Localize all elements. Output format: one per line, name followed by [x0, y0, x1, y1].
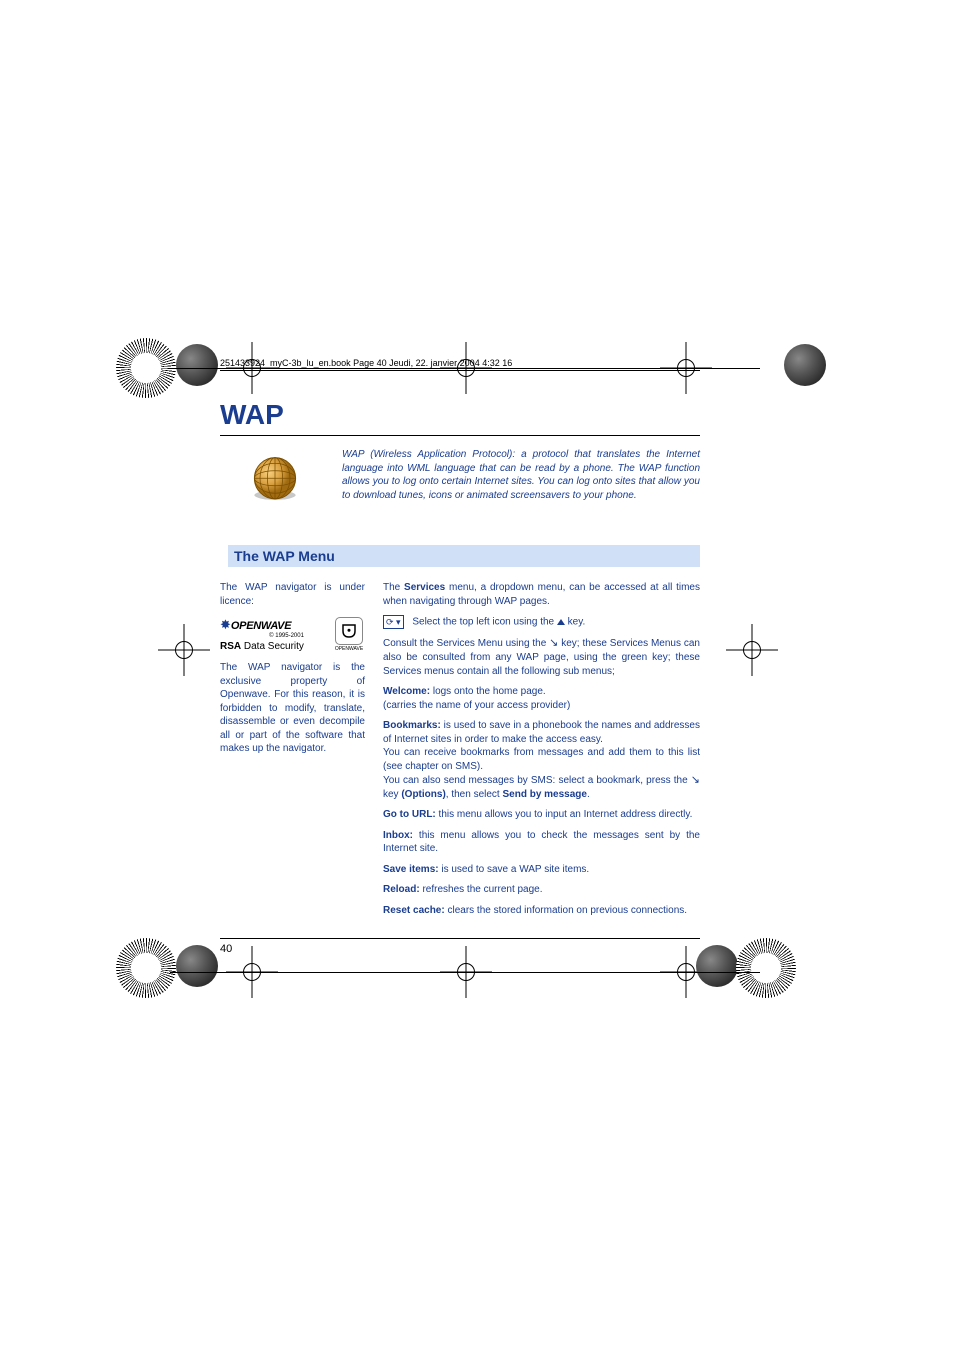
reload-item: Reload: refreshes the current page. [383, 883, 700, 897]
welcome-item: Welcome: logs onto the home page. (carri… [383, 685, 700, 712]
chapter-title: WAP [220, 399, 700, 436]
dropdown-icon: ⟳ ▾ [383, 615, 404, 629]
page-content: 251433924_myC-3b_lu_en.book Page 40 Jeud… [220, 358, 700, 955]
select-icon-instruction: ⟳ ▾ Select the top left icon using the k… [383, 615, 700, 629]
left-column: The WAP navigator is under licence: ✸OPE… [220, 581, 365, 924]
save-items-item: Save items: is used to save a WAP site i… [383, 863, 700, 877]
up-arrow-icon [557, 619, 565, 625]
page-footer: 40 [220, 938, 700, 955]
down-right-arrow-icon: ↘ [691, 773, 700, 788]
globe-icon [220, 448, 330, 517]
down-right-arrow-icon: ↘ [549, 636, 558, 651]
consult-instruction: Consult the Services Menu using the ↘ ke… [383, 636, 700, 678]
reset-cache-item: Reset cache: clears the stored informati… [383, 904, 700, 918]
section-heading: The WAP Menu [220, 545, 700, 567]
licence-line: The WAP navigator is under licence: [220, 581, 365, 608]
running-header: 251433924_myC-3b_lu_en.book Page 40 Jeud… [220, 358, 700, 371]
goto-url-item: Go to URL: this menu allows you to input… [383, 808, 700, 822]
services-intro: The Services menu, a dropdown menu, can … [383, 581, 700, 608]
rsa-logo: RSA Data Security [220, 640, 304, 654]
bookmarks-item: Bookmarks: is used to save in a phoneboo… [383, 719, 700, 801]
inbox-item: Inbox: this menu allows you to check the… [383, 829, 700, 856]
logo-row: ✸OPENWAVE © 1995-2001 RSA Data Security [220, 616, 365, 653]
navigator-paragraph: The WAP navigator is the exclusive prope… [220, 661, 365, 756]
right-column: The Services menu, a dropdown menu, can … [383, 581, 700, 924]
page-number: 40 [220, 943, 232, 955]
powered-by-openwave-badge: OPENWAVE [333, 616, 365, 653]
intro-paragraph: WAP (Wireless Application Protocol): a p… [342, 448, 700, 517]
